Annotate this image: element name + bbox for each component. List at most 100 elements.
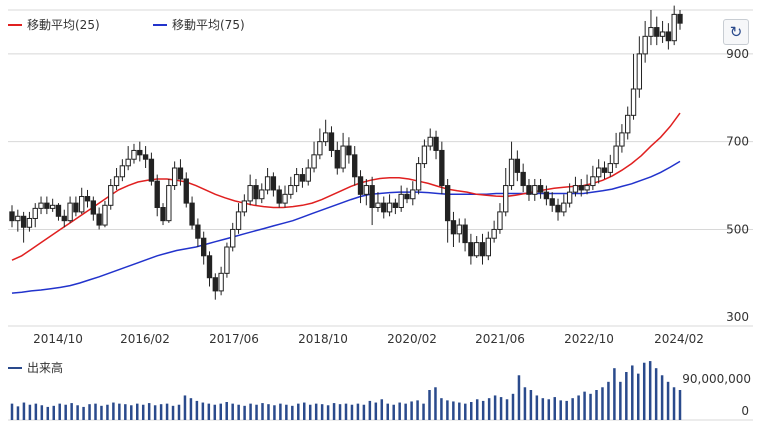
candle-body [67,202,73,222]
candle-body [102,204,108,226]
volume-bar [374,402,378,420]
volume-bar [16,406,20,420]
volume-bar [458,402,461,420]
volume-bar [249,403,252,420]
candle-body [636,53,643,90]
volume-bar [231,403,234,420]
candle-body [328,132,335,151]
volume-bar [589,393,592,420]
volume-bar [344,403,348,420]
candle-body [677,13,683,24]
candle-body [444,185,451,222]
candle-body [340,145,346,169]
candle-body [352,154,358,178]
candle-body [96,213,102,226]
volume-bar [529,390,533,420]
volume-bar [434,387,437,420]
volume-bar [22,402,26,420]
refresh-icon: ↻ [729,23,743,41]
candle-body [20,215,27,228]
candle-body [247,185,253,202]
candle-body [561,202,567,213]
candle-body [456,224,462,235]
candle-body [235,211,242,230]
candle-body [259,189,265,200]
volume-bar [601,387,604,420]
volume-bar [637,373,640,420]
candle-body [9,211,15,222]
candle-body [142,154,149,160]
candle-body [125,158,131,167]
candle-body [230,228,236,248]
candle-body [421,145,428,165]
candle-body [671,13,677,42]
legend-label: 移動平均(25) [27,18,100,32]
refresh-button[interactable]: ↻ [723,19,749,45]
volume-bar [517,375,521,420]
candle-body [642,35,648,55]
candle-body [630,88,637,116]
candle-body [195,224,201,239]
candle-body [113,176,120,187]
volume-bar [428,390,431,420]
candle-body [79,196,85,213]
volume-legend-label: 出来高 [27,360,63,375]
x-tick-label: 2018/10 [298,332,348,346]
volume-bar [416,400,419,420]
candle-body [206,255,213,279]
volume-bar [505,399,509,420]
candle-body [218,272,224,292]
candle-body [90,200,96,215]
volume-bar [225,402,228,420]
candle-body [468,242,474,257]
volume-bar [338,404,342,420]
candle-body [171,167,178,187]
candle-body [363,185,370,195]
volume-bar [625,372,628,420]
candle-body [137,149,143,156]
volume-bar [481,400,485,420]
candle-body [514,158,521,173]
candle-body [119,165,126,178]
volume-bar [475,399,479,420]
volume-bar [631,365,634,420]
volume-bar [452,401,455,420]
candle-body [508,158,515,187]
volume-bar [398,402,401,420]
volume-bar [583,391,586,420]
candle-body [177,167,184,180]
volume-bar [565,400,568,420]
candle-body [415,163,422,191]
candle-body [497,211,503,230]
volume-bar [297,403,300,420]
candle-body [450,220,457,235]
candle-body [474,242,480,257]
legend: 移動平均(25) 移動平均(75) [8,18,245,32]
candle-body [491,228,497,239]
volume-bar [267,404,270,420]
volume-bar [285,404,288,420]
candle-body [619,132,625,147]
candle-body [317,141,323,156]
candle-body [212,277,218,292]
volume-bar [470,402,473,420]
candle-body [131,149,137,160]
volume-bar [326,405,330,420]
candle-body [479,242,486,257]
volume-y-axis: 0 90,000,000 [682,372,751,418]
volume-bar [279,403,282,420]
volume-bar [619,381,622,420]
candle-body [84,196,91,202]
volume-bar [541,398,545,420]
candle-body [381,202,387,213]
volume-bar [422,403,425,420]
candle-body [299,174,306,182]
volume-chart [8,361,753,421]
candle-body [398,193,404,208]
candle-body [160,207,166,222]
volume-bar [511,393,515,420]
volume-bar [559,400,562,420]
volume-bar [642,362,646,420]
volume-bar [493,395,497,420]
candle-body [276,189,282,204]
